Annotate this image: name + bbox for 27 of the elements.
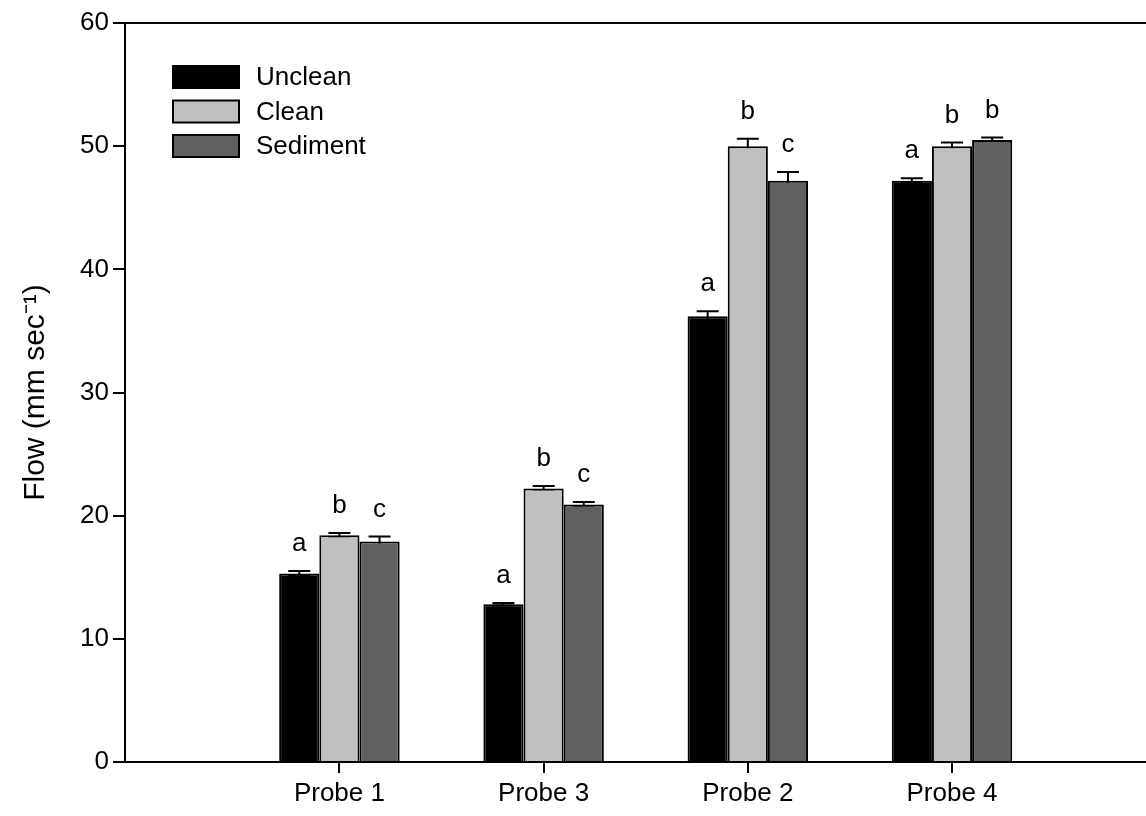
legend-label: Clean — [256, 95, 324, 126]
y-axis-title: Flow (mm sec⁻¹) — [17, 284, 51, 501]
data-label: b — [944, 98, 960, 129]
y-tick-label: 40 — [80, 252, 109, 283]
data-label: a — [904, 134, 920, 165]
data-label: c — [373, 492, 387, 523]
data-label: b — [332, 489, 347, 520]
x-tick-label: Probe 2 — [702, 776, 794, 807]
legend-label: Unclean — [256, 61, 352, 92]
data-label: a — [496, 559, 512, 590]
data-label: b — [984, 93, 1000, 124]
data-label: b — [536, 442, 551, 473]
data-label: a — [700, 267, 716, 298]
data-label: b — [740, 94, 756, 125]
data-label: a — [292, 527, 308, 558]
x-tick-label: Probe 3 — [498, 776, 590, 807]
y-tick-label: 0 — [94, 745, 109, 776]
data-label: c — [781, 128, 795, 159]
y-tick-label: 30 — [80, 375, 109, 406]
legend-label: Sediment — [256, 130, 367, 161]
y-tick-label: 60 — [80, 6, 109, 37]
y-tick-label: 50 — [80, 129, 109, 160]
data-label: c — [577, 458, 591, 489]
x-tick-label: Probe 4 — [906, 776, 998, 807]
x-tick-label: Probe 1 — [293, 776, 385, 807]
y-tick-label: 20 — [80, 498, 109, 529]
y-tick-label: 10 — [80, 622, 109, 653]
